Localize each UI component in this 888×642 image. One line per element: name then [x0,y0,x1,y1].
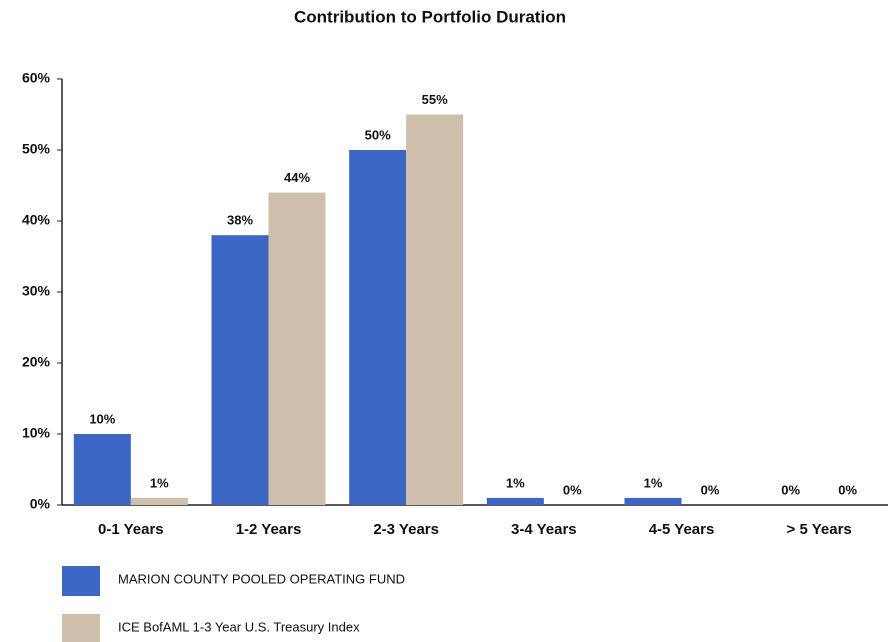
value-label: 0% [781,482,800,497]
legend-label: ICE BofAML 1-3 Year U.S. Treasury Index [118,619,360,634]
x-tick-label: 2-3 Years [373,521,439,538]
bar [268,192,326,505]
bar [624,497,682,505]
value-label: 0% [838,482,857,497]
bar [73,434,131,505]
legend-label: MARION COUNTY POOLED OPERATING FUND [118,571,405,586]
value-label: 10% [89,411,115,426]
y-tick-label: 30% [22,283,51,299]
value-label: 55% [422,92,448,107]
value-label: 50% [365,127,391,142]
x-tick-label: 0-1 Years [98,521,164,538]
y-tick-label: 60% [22,70,51,86]
x-tick-label: > 5 Years [787,521,852,538]
value-label: 44% [284,170,310,185]
legend-swatch [62,566,100,596]
bar [130,497,188,505]
chart-title: Contribution to Portfolio Duration [294,7,566,26]
value-label: 1% [506,475,525,490]
x-tick-label: 3-4 Years [511,521,577,538]
bar [211,235,269,505]
value-label: 0% [701,482,720,497]
y-tick-label: 10% [22,425,51,441]
value-label: 38% [227,213,253,228]
x-tick-label: 4-5 Years [649,521,715,538]
value-label: 0% [563,482,582,497]
y-tick-label: 20% [22,354,51,370]
legend-swatch [62,614,100,642]
x-tick-label: 1-2 Years [236,521,302,538]
y-tick-label: 0% [30,496,51,512]
bar [349,150,407,505]
bar [406,114,464,505]
value-label: 1% [644,475,663,490]
y-tick-label: 50% [22,141,51,157]
value-label: 1% [150,475,169,490]
bar [486,497,544,505]
y-tick-label: 40% [22,212,51,228]
